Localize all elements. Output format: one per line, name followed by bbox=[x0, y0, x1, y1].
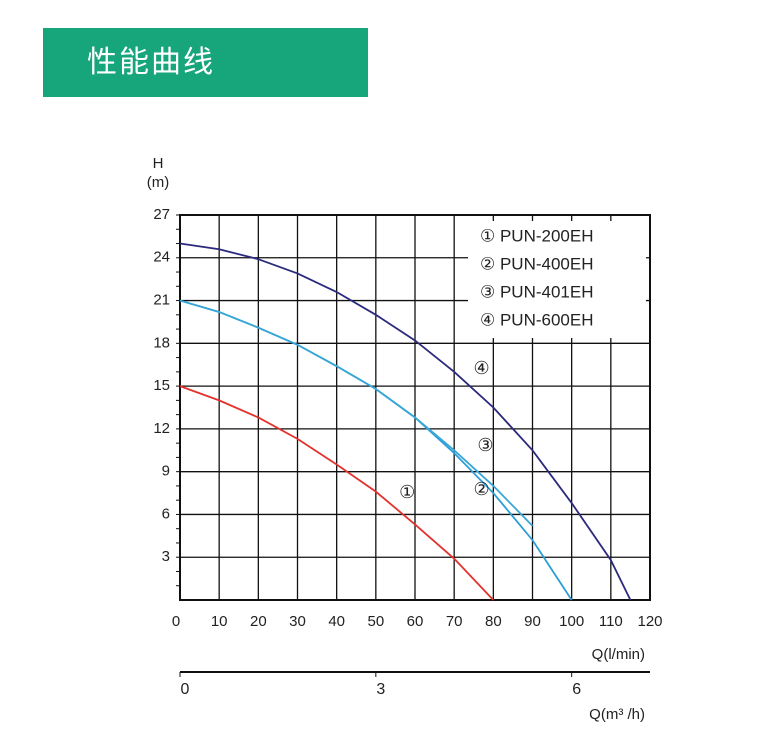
x-tick-label: 110 bbox=[599, 613, 623, 630]
x-tick-label: 80 bbox=[485, 613, 502, 630]
y-tick-label: 18 bbox=[153, 334, 170, 351]
x-label: Q(l/min) bbox=[592, 646, 645, 663]
x-tick-label: 70 bbox=[446, 613, 463, 630]
series-line bbox=[179, 385, 494, 601]
x-tick-label: 20 bbox=[250, 613, 267, 630]
x-tick-label: 60 bbox=[407, 613, 424, 630]
y-tick-label: 3 bbox=[162, 548, 170, 565]
x-tick-label: 100 bbox=[559, 613, 584, 630]
y-tick-label: 9 bbox=[162, 463, 170, 480]
x-tick-label: 50 bbox=[367, 613, 384, 630]
x2-tick-label: 6 bbox=[572, 681, 581, 698]
x2-tick-label: 3 bbox=[376, 681, 385, 698]
series-line bbox=[179, 242, 632, 601]
x-tick-label: 30 bbox=[289, 613, 306, 630]
y-tick-label: 27 bbox=[153, 206, 170, 223]
legend-entry: ④ PUN-600EH bbox=[480, 310, 594, 329]
x2-tick-label: 0 bbox=[181, 681, 190, 698]
y-unit: (m) bbox=[147, 174, 170, 191]
annotation: ① bbox=[399, 482, 415, 502]
annotation: ④ bbox=[474, 358, 490, 378]
x-tick-label: 10 bbox=[211, 613, 228, 630]
annotation: ② bbox=[474, 479, 490, 499]
legend-entry: ① PUN-200EH bbox=[480, 226, 594, 245]
y-tick-label: 15 bbox=[153, 377, 170, 394]
legend-entry: ③ PUN-401EH bbox=[480, 282, 594, 301]
x2-label: Q(m³ /h) bbox=[589, 706, 645, 723]
x-tick-label: 120 bbox=[637, 613, 662, 630]
x-tick-label: 40 bbox=[328, 613, 345, 630]
annotation: ③ bbox=[477, 435, 493, 455]
legend-entry: ② PUN-400EH bbox=[480, 254, 594, 273]
y-tick-label: 24 bbox=[153, 249, 170, 266]
y-tick-label: 6 bbox=[162, 505, 170, 522]
y-tick-label: 12 bbox=[153, 420, 170, 437]
legend-box bbox=[468, 221, 646, 338]
series-line bbox=[179, 299, 534, 527]
plot-border bbox=[179, 214, 651, 601]
y-label: H bbox=[153, 155, 164, 172]
x-tick-label: 0 bbox=[172, 613, 180, 630]
y-tick-label: 21 bbox=[153, 292, 170, 309]
header-title: 性能曲线 bbox=[43, 28, 368, 97]
x-tick-label: 90 bbox=[524, 613, 541, 630]
